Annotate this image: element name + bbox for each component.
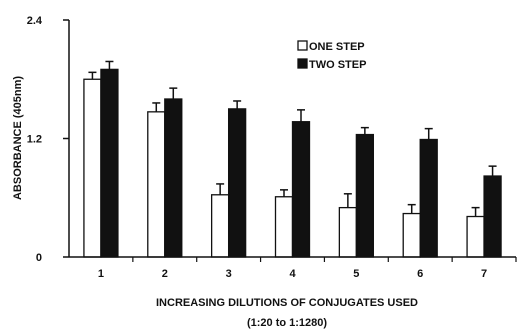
bar-two-step xyxy=(164,98,183,258)
legend-swatch-one-step xyxy=(297,40,308,51)
y-tick-label: 1.2 xyxy=(27,134,42,146)
x-tick-label: 2 xyxy=(162,268,168,280)
bar-two-step xyxy=(419,138,438,258)
legend-label-one-step: ONE STEP xyxy=(309,41,365,53)
bar-two-step xyxy=(355,133,375,258)
x-axis-subtitle: (1:20 to 1:1280) xyxy=(247,317,327,329)
bar-one-step xyxy=(274,196,294,258)
x-tick-label: 6 xyxy=(417,268,423,280)
legend: ONE STEP TWO STEP xyxy=(297,40,366,71)
bar-two-step xyxy=(483,175,502,258)
y-axis-title: ABSORBANCE (405nm) xyxy=(12,76,24,200)
x-tick-label: 3 xyxy=(226,268,232,280)
bar-one-step xyxy=(83,78,102,258)
x-tick-label: 5 xyxy=(353,268,359,280)
x-axis-title: INCREASING DILUTIONS OF CONJUGATES USED xyxy=(156,297,418,309)
x-tick-label: 7 xyxy=(481,268,487,280)
y-tick-label: 2.4 xyxy=(27,15,43,27)
bar-two-step xyxy=(291,121,311,258)
x-ticks-group: 1 2 3 4 5 6 7 xyxy=(98,257,517,280)
bar-one-step xyxy=(402,212,421,258)
y-ticks-group: 0 1.2 2.4 xyxy=(27,15,69,264)
bar-one-step xyxy=(210,194,230,258)
x-tick-label: 4 xyxy=(289,268,296,280)
x-tick-label: 1 xyxy=(98,268,104,280)
bar-two-step xyxy=(227,108,247,258)
bar-two-step xyxy=(100,68,119,258)
bars-group xyxy=(83,60,502,258)
legend-label-two-step: TWO STEP xyxy=(309,59,366,71)
legend-swatch-two-step xyxy=(297,58,308,69)
y-tick-label: 0 xyxy=(36,252,42,264)
bar-one-step xyxy=(147,111,166,258)
bar-one-step xyxy=(466,215,485,258)
bar-one-step xyxy=(338,206,358,258)
